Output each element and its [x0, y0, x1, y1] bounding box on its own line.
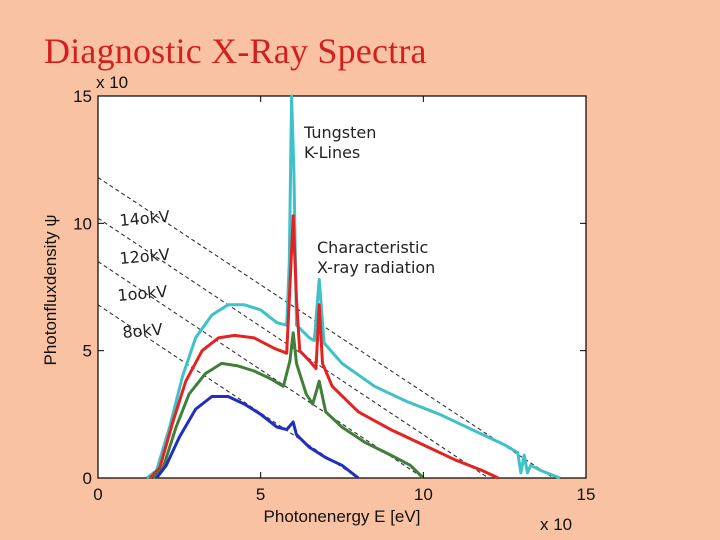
x-tick-label: 0: [93, 485, 102, 504]
series-lines: [145, 94, 561, 480]
kv-label-80: 8okV: [122, 320, 164, 342]
x-axis-label: Photonenergy E [eV]: [264, 507, 421, 526]
series-line-140kV: [145, 94, 561, 480]
y-tick-label: 5: [83, 342, 92, 361]
limit-line-120kV: [97, 217, 489, 479]
x-tick-label: 15: [577, 485, 596, 504]
characteristic-label-line1: Characteristic: [317, 238, 428, 257]
y-multiplier: x 10: [96, 73, 128, 92]
limit-line-100kV: [97, 261, 424, 479]
kv-label-100: 1ookV: [117, 282, 168, 305]
y-tick-label: 10: [73, 214, 92, 233]
kv-label-120: 12okV: [119, 245, 171, 268]
x-tick-label: 10: [414, 485, 433, 504]
axis-ticks: 0 5 10 15 0 5 10 15: [73, 87, 595, 504]
series-line-80kV: [155, 395, 360, 480]
kv-label-140: 14okV: [119, 207, 171, 230]
y-tick-label: 0: [83, 469, 92, 488]
characteristic-label-line2: X-ray radiation: [317, 258, 435, 277]
slide-title: Diagnostic X-Ray Spectra: [44, 31, 427, 71]
y-tick-label: 15: [73, 87, 92, 106]
x-multiplier: x 10: [540, 515, 572, 534]
series-line-120kV: [149, 214, 499, 480]
tungsten-label-line2: K-Lines: [304, 143, 360, 162]
series-line-100kV: [152, 331, 425, 480]
plot-area: [97, 95, 587, 479]
x-tick-label: 5: [256, 485, 265, 504]
y-axis-label: Photonfluxdensity ψ: [41, 214, 60, 365]
tungsten-label-line1: Tungsten: [303, 123, 376, 142]
